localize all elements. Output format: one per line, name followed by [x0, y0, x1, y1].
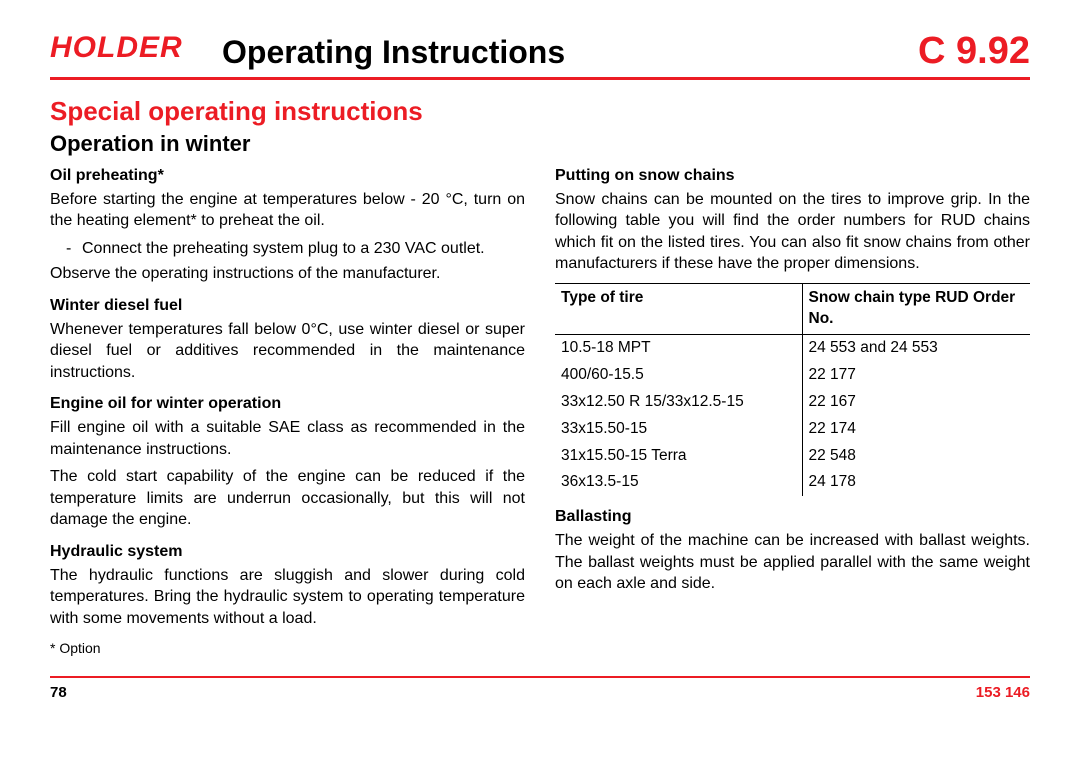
heading-hydraulic: Hydraulic system — [50, 541, 525, 563]
table-cell: 36x13.5-15 — [555, 469, 802, 496]
table-cell: 400/60-15.5 — [555, 362, 802, 389]
table-cell: 22 177 — [802, 362, 1030, 389]
table-row: 400/60-15.522 177 — [555, 362, 1030, 389]
table-cell: 10.5-18 MPT — [555, 334, 802, 361]
footnote-option: * Option — [50, 639, 525, 658]
table-row: 31x15.50-15 Terra22 548 — [555, 443, 1030, 470]
main-title: Operating Instructions — [222, 34, 565, 71]
bullet-dash-icon: - — [66, 238, 82, 260]
para-oil-preheating-1: Before starting the engine at temperatur… — [50, 189, 525, 232]
para-snow-chains: Snow chains can be mounted on the tires … — [555, 189, 1030, 275]
table-cell: 22 167 — [802, 389, 1030, 416]
tire-table: Type of tire Snow chain type RUD Order N… — [555, 283, 1030, 496]
left-column: Oil preheating* Before starting the engi… — [50, 165, 525, 658]
para-engine-oil-1: Fill engine oil with a suitable SAE clas… — [50, 417, 525, 460]
bullet-preheating-text: Connect the preheating system plug to a … — [82, 238, 485, 260]
table-cell: 31x15.50-15 Terra — [555, 443, 802, 470]
page-number: 78 — [50, 684, 67, 701]
content-columns: Oil preheating* Before starting the engi… — [50, 165, 1030, 658]
table-row: 36x13.5-1524 178 — [555, 469, 1030, 496]
model-number: C 9.92 — [918, 30, 1030, 73]
table-row: 33x15.50-1522 174 — [555, 416, 1030, 443]
table-header-row: Type of tire Snow chain type RUD Order N… — [555, 283, 1030, 334]
para-engine-oil-2: The cold start capability of the engine … — [50, 466, 525, 531]
table-cell: 22 174 — [802, 416, 1030, 443]
table-header-chain: Snow chain type RUD Order No. — [802, 283, 1030, 334]
heading-winter-diesel: Winter diesel fuel — [50, 295, 525, 317]
right-column: Putting on snow chains Snow chains can b… — [555, 165, 1030, 658]
heading-snow-chains: Putting on snow chains — [555, 165, 1030, 187]
table-cell: 24 178 — [802, 469, 1030, 496]
table-header-tire: Type of tire — [555, 283, 802, 334]
bullet-preheating: - Connect the preheating system plug to … — [66, 238, 525, 260]
para-hydraulic: The hydraulic functions are sluggish and… — [50, 565, 525, 630]
doc-number: 153 146 — [976, 684, 1030, 701]
heading-ballasting: Ballasting — [555, 506, 1030, 528]
table-cell: 33x12.50 R 15/33x12.5-15 — [555, 389, 802, 416]
table-cell: 22 548 — [802, 443, 1030, 470]
subsection-title: Operation in winter — [50, 131, 1030, 157]
footer: 78 153 146 — [50, 676, 1030, 701]
logo-text: HOLDER — [50, 31, 183, 63]
para-ballasting: The weight of the machine can be increas… — [555, 530, 1030, 595]
heading-engine-oil: Engine oil for winter operation — [50, 393, 525, 415]
table-cell: 33x15.50-15 — [555, 416, 802, 443]
heading-oil-preheating: Oil preheating* — [50, 165, 525, 187]
para-winter-diesel: Whenever temperatures fall below 0°C, us… — [50, 319, 525, 384]
table-row: 10.5-18 MPT24 553 and 24 553 — [555, 334, 1030, 361]
para-oil-preheating-2: Observe the operating instructions of th… — [50, 263, 525, 285]
table-row: 33x12.50 R 15/33x12.5-1522 167 — [555, 389, 1030, 416]
table-cell: 24 553 and 24 553 — [802, 334, 1030, 361]
brand-logo: HOLDER — [50, 31, 210, 63]
section-title: Special operating instructions — [50, 96, 1030, 127]
header: HOLDER Operating Instructions C 9.92 — [50, 30, 1030, 80]
